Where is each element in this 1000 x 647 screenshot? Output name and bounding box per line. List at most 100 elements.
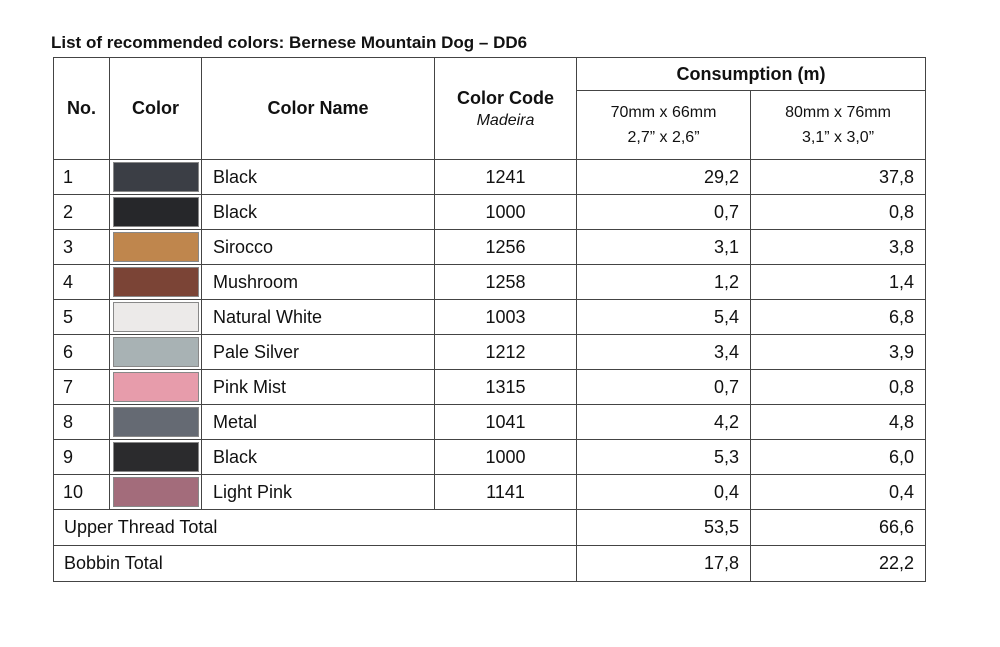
color-swatch bbox=[112, 197, 199, 227]
color-name: Black bbox=[201, 194, 435, 230]
color-code: 1315 bbox=[434, 369, 577, 405]
color-name: Black bbox=[201, 159, 435, 195]
color-swatch bbox=[112, 372, 199, 402]
header-color-name: Color Name bbox=[201, 57, 435, 160]
color-code: 1000 bbox=[434, 194, 577, 230]
color-swatch bbox=[112, 407, 199, 437]
consumption-small: 0,7 bbox=[576, 194, 751, 230]
color-swatch bbox=[112, 442, 199, 472]
color-code: 1241 bbox=[434, 159, 577, 195]
row-number: 3 bbox=[53, 229, 110, 265]
consumption-large: 6,0 bbox=[749, 439, 927, 475]
header-no: No. bbox=[53, 57, 110, 160]
table-row: 8 Metal 1041 4,2 4,8 bbox=[53, 404, 927, 440]
color-swatch bbox=[112, 477, 199, 507]
table-row: 2 Black 1000 0,7 0,8 bbox=[53, 194, 927, 230]
table-row: 9 Black 1000 5,3 6,0 bbox=[53, 439, 927, 475]
swatch-cell bbox=[109, 299, 202, 335]
swatch-cell bbox=[109, 369, 202, 405]
color-code: 1141 bbox=[434, 474, 577, 510]
swatch-cell bbox=[109, 404, 202, 440]
consumption-large: 0,8 bbox=[749, 369, 927, 405]
consumption-large: 1,4 bbox=[749, 264, 927, 300]
table-row: 4 Mushroom 1258 1,2 1,4 bbox=[53, 264, 927, 300]
consumption-small: 29,2 bbox=[576, 159, 751, 195]
color-swatch bbox=[112, 267, 199, 297]
swatch-cell bbox=[109, 474, 202, 510]
consumption-large: 3,9 bbox=[749, 334, 927, 370]
row-number: 5 bbox=[53, 299, 110, 335]
size-small-inch: 2,7” x 2,6” bbox=[627, 129, 700, 146]
swatch-cell bbox=[109, 439, 202, 475]
color-name: Pink Mist bbox=[201, 369, 435, 405]
table-row: 7 Pink Mist 1315 0,7 0,8 bbox=[53, 369, 927, 405]
header-size-large: 80mm x 76mm 3,1” x 3,0” bbox=[749, 90, 927, 160]
consumption-small: 1,2 bbox=[576, 264, 751, 300]
row-number: 8 bbox=[53, 404, 110, 440]
color-code: 1000 bbox=[434, 439, 577, 475]
color-name: Black bbox=[201, 439, 435, 475]
total-label: Upper Thread Total bbox=[53, 509, 577, 546]
header-color: Color bbox=[109, 57, 202, 160]
total-large: 66,6 bbox=[749, 509, 927, 546]
color-name: Pale Silver bbox=[201, 334, 435, 370]
total-label: Bobbin Total bbox=[53, 545, 577, 582]
total-row: Upper Thread Total 53,5 66,6 bbox=[53, 509, 927, 546]
total-row: Bobbin Total 17,8 22,2 bbox=[53, 545, 927, 582]
table-row: 10 Light Pink 1141 0,4 0,4 bbox=[53, 474, 927, 510]
size-large-mm: 80mm x 76mm bbox=[785, 104, 891, 121]
consumption-small: 3,1 bbox=[576, 229, 751, 265]
row-number: 6 bbox=[53, 334, 110, 370]
header-color-code: Color Code Madeira bbox=[434, 57, 577, 160]
color-name: Metal bbox=[201, 404, 435, 440]
total-small: 17,8 bbox=[576, 545, 751, 582]
header-consumption: Consumption (m) bbox=[575, 57, 927, 91]
consumption-small: 4,2 bbox=[576, 404, 751, 440]
consumption-small: 0,4 bbox=[576, 474, 751, 510]
swatch-cell bbox=[109, 159, 202, 195]
header-size-small: 70mm x 66mm 2,7” x 2,6” bbox=[576, 90, 751, 160]
color-name: Sirocco bbox=[201, 229, 435, 265]
color-name: Mushroom bbox=[201, 264, 435, 300]
color-code: 1212 bbox=[434, 334, 577, 370]
consumption-small: 3,4 bbox=[576, 334, 751, 370]
table-row: 3 Sirocco 1256 3,1 3,8 bbox=[53, 229, 927, 265]
row-number: 2 bbox=[53, 194, 110, 230]
consumption-large: 6,8 bbox=[749, 299, 927, 335]
header-maker: Madeira bbox=[476, 111, 535, 129]
row-number: 9 bbox=[53, 439, 110, 475]
color-name: Light Pink bbox=[201, 474, 435, 510]
row-number: 1 bbox=[53, 159, 110, 195]
consumption-small: 5,4 bbox=[576, 299, 751, 335]
total-small: 53,5 bbox=[576, 509, 751, 546]
swatch-cell bbox=[109, 264, 202, 300]
swatch-cell bbox=[109, 194, 202, 230]
row-number: 7 bbox=[53, 369, 110, 405]
size-small-mm: 70mm x 66mm bbox=[610, 104, 717, 121]
color-code: 1256 bbox=[434, 229, 577, 265]
table-row: 6 Pale Silver 1212 3,4 3,9 bbox=[53, 334, 927, 370]
color-code: 1003 bbox=[434, 299, 577, 335]
color-table: No. Color Color Name Color Code Madeira … bbox=[53, 57, 927, 582]
color-code: 1258 bbox=[434, 264, 577, 300]
page-title: List of recommended colors: Bernese Moun… bbox=[51, 33, 528, 52]
color-swatch bbox=[112, 337, 199, 367]
color-code: 1041 bbox=[434, 404, 577, 440]
row-number: 10 bbox=[53, 474, 110, 510]
consumption-large: 0,4 bbox=[749, 474, 927, 510]
table-row: 1 Black 1241 29,2 37,8 bbox=[53, 159, 927, 195]
swatch-cell bbox=[109, 229, 202, 265]
color-name: Natural White bbox=[201, 299, 435, 335]
color-swatch bbox=[112, 162, 199, 192]
consumption-large: 0,8 bbox=[749, 194, 927, 230]
color-swatch bbox=[112, 232, 199, 262]
row-number: 4 bbox=[53, 264, 110, 300]
swatch-cell bbox=[109, 334, 202, 370]
consumption-large: 4,8 bbox=[749, 404, 927, 440]
total-large: 22,2 bbox=[749, 545, 927, 582]
consumption-large: 37,8 bbox=[749, 159, 927, 195]
consumption-small: 0,7 bbox=[576, 369, 751, 405]
size-large-inch: 3,1” x 3,0” bbox=[801, 129, 875, 146]
header-color-code-label: Color Code bbox=[457, 87, 554, 108]
color-swatch bbox=[112, 302, 199, 332]
